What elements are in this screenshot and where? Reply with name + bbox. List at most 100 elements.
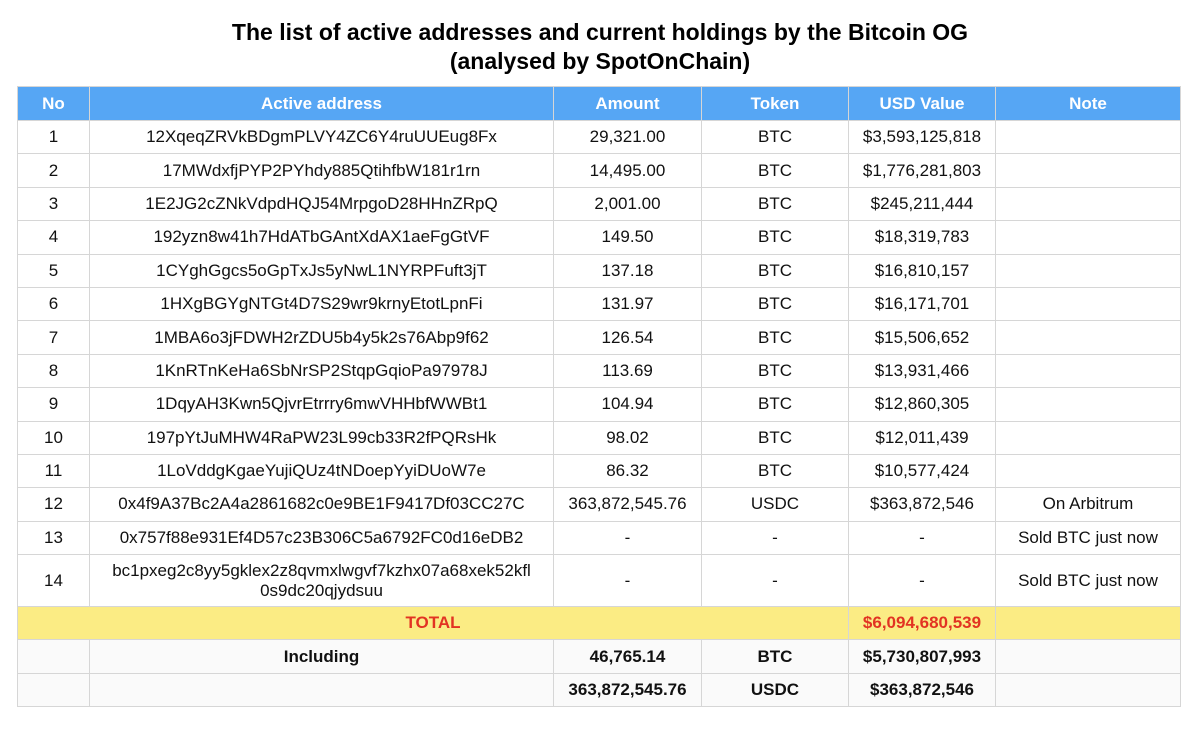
cell-note [995,453,1181,489]
cell-token: BTC [701,420,849,455]
cell-token: BTC [701,253,849,288]
cell-usd-value: - [848,520,996,556]
page-title: The list of active addresses and current… [0,18,1200,76]
including-row-btc: Including 46,765.14 BTC $5,730,807,993 [17,639,1181,674]
header-usd-value: USD Value [848,86,996,121]
cell-usd-value: $363,872,546 [848,487,996,522]
cell-amount: 14,495.00 [553,153,702,188]
cell-no: 4 [17,220,90,255]
cell-amount: - [553,520,702,556]
cell-token: USDC [701,487,849,522]
cell-token: BTC [701,153,849,188]
cell-no: 6 [17,286,90,322]
cell-address: 12XqeqZRVkBDgmPLVY4ZC6Y4ruUUEug8Fx [89,119,554,155]
cell-address: 17MWdxfjPYP2PYhdy885QtihfbW181r1rn [89,153,554,188]
header-token: Token [701,86,849,121]
cell-no: 2 [17,153,90,188]
cell-note: Sold BTC just now [995,554,1181,608]
cell-no: 11 [17,453,90,489]
cell-note [995,286,1181,322]
including-label: Including [89,639,554,674]
cell-no: 7 [17,320,90,355]
table-row: 10 197pYtJuMHW4RaPW23L99cb33R2fPQRsHk 98… [17,420,1181,455]
cell-amount: 149.50 [553,220,702,255]
header-no: No [17,86,90,121]
title-line-1: The list of active addresses and current… [231,19,969,45]
cell-usd-value: $12,011,439 [848,420,996,455]
cell-no: 10 [17,420,90,455]
cell-usd-value: $13,931,466 [848,353,996,389]
table-row: 13 0x757f88e931Ef4D57c23B306C5a6792FC0d1… [17,520,1181,556]
including-amount: 46,765.14 [553,639,702,674]
cell-note [995,153,1181,188]
cell-usd-value: - [848,554,996,608]
header-address: Active address [89,86,554,121]
total-note [995,606,1181,641]
cell-token: BTC [701,186,849,222]
cell-usd-value: $16,171,701 [848,286,996,322]
cell-note [995,119,1181,155]
cell-token: - [701,520,849,556]
table-row: 9 1DqyAH3Kwn5QjvrEtrrry6mwVHHbfWWBt1 104… [17,387,1181,422]
cell-no: 3 [17,186,90,222]
cell-amount: 29,321.00 [553,119,702,155]
cell-amount: 98.02 [553,420,702,455]
cell-address: 1HXgBGYgNTGt4D7S29wr9krnyEtotLpnFi [89,286,554,322]
cell-token: BTC [701,286,849,322]
cell-token: BTC [701,320,849,355]
cell-note: Sold BTC just now [995,520,1181,556]
including-amount: 363,872,545.76 [553,672,702,708]
cell-no: 1 [17,119,90,155]
cell-address: 1KnRTnKeHa6SbNrSP2StqpGqioPa97978J [89,353,554,389]
cell-note [995,253,1181,288]
cell-amount: 137.18 [553,253,702,288]
cell-no: 12 [17,487,90,522]
cell-no: 13 [17,520,90,556]
cell-address: 0x757f88e931Ef4D57c23B306C5a6792FC0d16eD… [89,520,554,556]
total-usd-value: $6,094,680,539 [848,606,996,641]
cell-amount: 104.94 [553,387,702,422]
title-line-2: (analysed by SpotOnChain) [449,48,751,74]
cell-usd-value: $1,776,281,803 [848,153,996,188]
cell-amount: 2,001.00 [553,186,702,222]
cell-address: 1E2JG2cZNkVdpdHQJ54MrpgoD28HHnZRpQ [89,186,554,222]
cell-usd-value: $3,593,125,818 [848,119,996,155]
including-token: BTC [701,639,849,674]
table-row: 7 1MBA6o3jFDWH2rZDU5b4y5k2s76Abp9f62 126… [17,320,1181,355]
cell-note [995,387,1181,422]
cell-token: - [701,554,849,608]
cell-amount: 131.97 [553,286,702,322]
table-row: 11 1LoVddgKgaeYujiQUz4tNDoepYyiDUoW7e 86… [17,453,1181,489]
table-row: 12 0x4f9A37Bc2A4a2861682c0e9BE1F9417Df03… [17,487,1181,522]
cell-note [995,220,1181,255]
cell-note: On Arbitrum [995,487,1181,522]
cell-usd-value: $16,810,157 [848,253,996,288]
including-note [995,672,1181,708]
table-row: 1 12XqeqZRVkBDgmPLVY4ZC6Y4ruUUEug8Fx 29,… [17,119,1181,155]
table-header: No Active address Amount Token USD Value… [17,86,1181,121]
cell-amount: 126.54 [553,320,702,355]
cell-address: 0x4f9A37Bc2A4a2861682c0e9BE1F9417Df03CC2… [89,487,554,522]
cell-address: 1CYghGgcs5oGpTxJs5yNwL1NYRPFuft3jT [89,253,554,288]
cell-amount: 86.32 [553,453,702,489]
cell-usd-value: $15,506,652 [848,320,996,355]
cell-no: 8 [17,353,90,389]
cell-token: BTC [701,119,849,155]
cell-address: 197pYtJuMHW4RaPW23L99cb33R2fPQRsHk [89,420,554,455]
cell-token: BTC [701,387,849,422]
total-row: TOTAL $6,094,680,539 [17,606,1181,641]
header-row: No Active address Amount Token USD Value… [17,86,1181,121]
cell-note [995,353,1181,389]
including-label [89,672,554,708]
table-row: 5 1CYghGgcs5oGpTxJs5yNwL1NYRPFuft3jT 137… [17,253,1181,288]
cell-note [995,320,1181,355]
cell-usd-value: $12,860,305 [848,387,996,422]
table-row: 2 17MWdxfjPYP2PYhdy885QtihfbW181r1rn 14,… [17,153,1181,188]
cell-address: 1LoVddgKgaeYujiQUz4tNDoepYyiDUoW7e [89,453,554,489]
header-note: Note [995,86,1181,121]
cell-no: 9 [17,387,90,422]
cell-note [995,186,1181,222]
cell-no: 14 [17,554,90,608]
cell-usd-value: $245,211,444 [848,186,996,222]
table-row: 3 1E2JG2cZNkVdpdHQJ54MrpgoD28HHnZRpQ 2,0… [17,186,1181,222]
